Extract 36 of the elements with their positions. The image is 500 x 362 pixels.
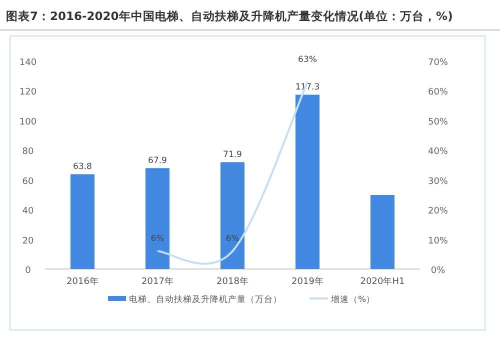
data-label: 63%	[298, 54, 317, 65]
bar	[296, 94, 320, 269]
y-tick-label: 100	[19, 117, 37, 128]
y-tick-label: 80	[22, 147, 34, 158]
y2-tick-label: 70%	[428, 58, 448, 68]
x-tick-label: 2018年	[216, 276, 248, 287]
data-label: 63.8	[73, 162, 92, 172]
y-tick-label: 140	[19, 58, 37, 68]
legend-label: 增速（%）	[330, 294, 376, 305]
data-label: 67.9	[148, 156, 167, 166]
x-tick-label: 2020年H1	[360, 276, 405, 287]
data-label: 71.9	[223, 150, 242, 160]
x-tick-label: 2019年	[292, 276, 324, 287]
y2-tick-label: 10%	[428, 236, 448, 246]
y-tick-label: 40	[22, 206, 34, 217]
data-label: 117.3	[295, 82, 320, 93]
y-tick-label: 0	[25, 266, 32, 276]
bar	[220, 162, 244, 269]
y2-tick-label: 0%	[430, 266, 446, 276]
bar	[370, 195, 394, 269]
y-tick-label: 20	[22, 236, 34, 246]
y2-tick-label: 30%	[428, 176, 448, 187]
y-tick-label: 120	[19, 88, 37, 98]
bar	[70, 174, 94, 269]
bar	[146, 168, 170, 269]
y2-tick-label: 40%	[428, 147, 448, 158]
y2-tick-label: 60%	[428, 88, 448, 98]
legend-label: 电梯、自动扶梯及升降机产量（万台）	[129, 294, 282, 305]
chart-title: 图表7：2016-2020年中国电梯、自动扶梯及升降机产量变化情况(单位：万台，%)	[6, 9, 453, 23]
x-tick-label: 2017年	[142, 276, 174, 287]
x-tick-label: 2016年	[66, 276, 98, 287]
y2-tick-label: 20%	[428, 206, 448, 217]
y2-tick-label: 50%	[428, 117, 448, 128]
data-label: 6%	[226, 234, 240, 244]
y-tick-label: 60	[22, 176, 34, 187]
data-label: 6%	[150, 234, 164, 244]
